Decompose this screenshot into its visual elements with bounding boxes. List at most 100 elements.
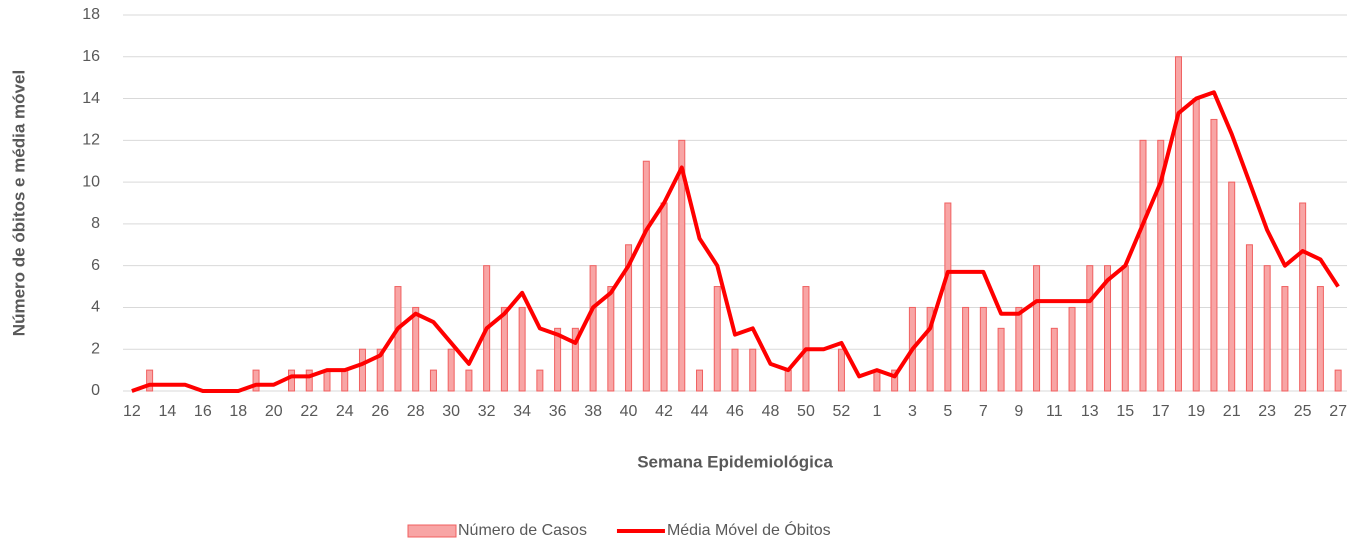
x-tick-label: 14 xyxy=(158,403,176,420)
bar xyxy=(642,160,650,392)
bar xyxy=(1157,139,1165,392)
bar xyxy=(1050,327,1058,392)
x-tick-label: 9 xyxy=(1014,403,1023,420)
x-tick-label: 48 xyxy=(762,403,780,420)
bar xyxy=(1192,98,1200,392)
bar xyxy=(979,306,987,392)
x-tick-label: 20 xyxy=(265,403,283,420)
x-tick-label: 21 xyxy=(1223,403,1241,420)
bar xyxy=(341,369,349,392)
x-tick-label: 15 xyxy=(1116,403,1134,420)
x-axis-label: Semana Epidemiológica xyxy=(637,452,833,471)
legend-label: Número de Casos xyxy=(458,522,587,539)
bar xyxy=(660,202,668,392)
x-tick-label: 12 xyxy=(123,403,141,420)
bar xyxy=(1281,286,1289,392)
bar xyxy=(305,369,313,392)
x-tick-label: 24 xyxy=(336,403,354,420)
bar xyxy=(1245,244,1253,392)
bar xyxy=(1033,265,1041,392)
bar xyxy=(376,348,384,392)
y-tick-label: 10 xyxy=(82,173,100,190)
x-tick-label: 3 xyxy=(908,403,917,420)
bar xyxy=(1104,265,1112,392)
x-tick-label: 22 xyxy=(300,403,318,420)
bar xyxy=(1174,56,1182,392)
y-tick-label: 18 xyxy=(82,6,100,23)
x-tick-label: 27 xyxy=(1329,403,1347,420)
x-tick-label: 38 xyxy=(584,403,602,420)
x-tick-label: 30 xyxy=(442,403,460,420)
bar xyxy=(288,369,296,392)
bar xyxy=(1210,118,1218,392)
bar xyxy=(713,286,721,392)
x-tick-label: 5 xyxy=(943,403,952,420)
x-tick-label: 25 xyxy=(1294,403,1312,420)
bar xyxy=(518,306,526,392)
bar xyxy=(678,139,686,392)
bar xyxy=(536,369,544,392)
x-tick-label: 44 xyxy=(691,403,709,420)
x-tick-label: 46 xyxy=(726,403,744,420)
bar xyxy=(146,369,154,392)
bar xyxy=(1334,369,1342,392)
bar xyxy=(944,202,952,392)
y-tick-label: 16 xyxy=(82,48,100,65)
legend-label: Média Móvel de Óbitos xyxy=(667,520,831,539)
bar xyxy=(465,369,473,392)
bar xyxy=(891,369,899,392)
y-tick-label: 0 xyxy=(91,382,100,399)
x-tick-label: 11 xyxy=(1046,403,1063,420)
y-tick-label: 4 xyxy=(91,299,100,316)
x-tick-label: 42 xyxy=(655,403,673,420)
x-tick-label: 26 xyxy=(371,403,389,420)
y-tick-label: 8 xyxy=(91,215,100,232)
bar xyxy=(1086,265,1094,392)
bar xyxy=(554,327,562,392)
x-tick-label: 52 xyxy=(833,403,851,420)
x-tick-label: 13 xyxy=(1081,403,1099,420)
y-tick-label: 6 xyxy=(91,257,100,274)
bar xyxy=(447,348,455,392)
bar xyxy=(1299,202,1307,392)
bar xyxy=(323,369,331,392)
x-tick-label: 40 xyxy=(620,403,638,420)
x-tick-label: 16 xyxy=(194,403,212,420)
bar xyxy=(1015,306,1023,392)
line xyxy=(131,90,1340,393)
bar xyxy=(784,369,792,392)
y-tick-label: 12 xyxy=(82,132,100,149)
x-tick-label: 50 xyxy=(797,403,815,420)
bar xyxy=(394,286,402,392)
bar xyxy=(1228,181,1236,392)
bar xyxy=(1139,139,1147,392)
x-tick-label: 36 xyxy=(549,403,567,420)
x-tick-label: 7 xyxy=(979,403,988,420)
y-tick-label: 2 xyxy=(91,340,100,357)
x-tick-label: 34 xyxy=(513,403,531,420)
bar xyxy=(589,265,597,392)
bar xyxy=(731,348,739,392)
legend-swatch xyxy=(407,524,457,538)
bar xyxy=(500,306,508,392)
bar xyxy=(837,348,845,392)
bar xyxy=(873,369,881,392)
bar xyxy=(696,369,704,392)
bar xyxy=(1121,265,1129,392)
bar xyxy=(962,306,970,392)
x-tick-label: 23 xyxy=(1258,403,1276,420)
bar xyxy=(358,348,366,392)
bar xyxy=(571,327,579,392)
bar xyxy=(749,348,757,392)
x-tick-label: 28 xyxy=(407,403,425,420)
bar xyxy=(997,327,1005,392)
bar xyxy=(802,286,810,392)
bar xyxy=(625,244,633,392)
x-tick-label: 17 xyxy=(1152,403,1170,420)
bar xyxy=(1068,306,1076,392)
x-tick-label: 19 xyxy=(1187,403,1205,420)
bar xyxy=(252,369,260,392)
bar xyxy=(607,286,615,392)
bar xyxy=(412,306,420,392)
